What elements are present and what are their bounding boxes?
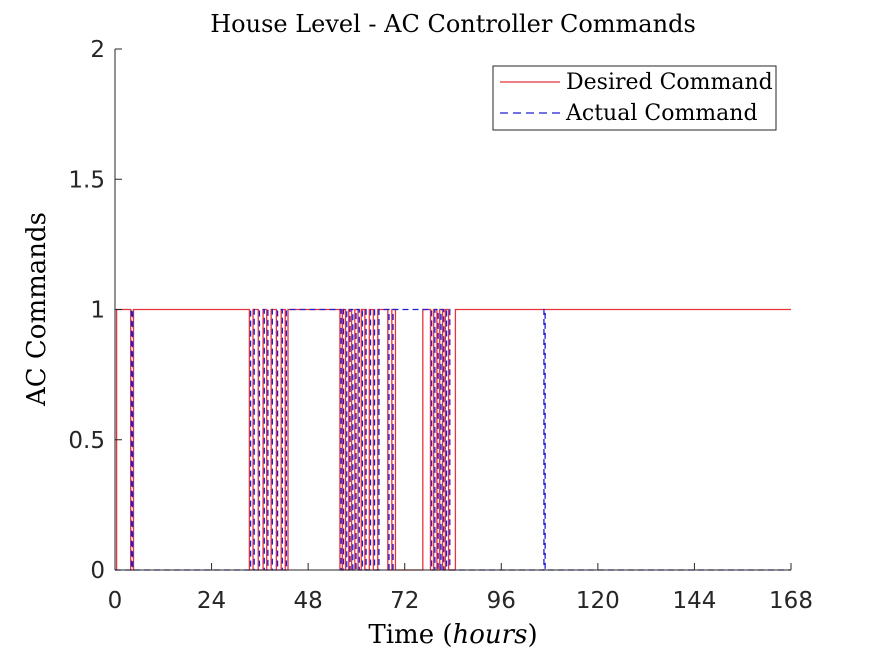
x-tick-label: 24 — [197, 588, 226, 614]
legend: Desired Command Actual Command — [492, 65, 777, 131]
legend-label-desired: Desired Command — [566, 70, 773, 95]
y-tick-label: 1.5 — [68, 167, 105, 193]
series-line-actual-command — [115, 308, 791, 571]
legend-box — [492, 65, 777, 131]
y-axis-title: AC Commands — [22, 212, 52, 407]
x-tick-label: 72 — [390, 588, 419, 614]
x-axis-label: Time — [368, 620, 434, 650]
y-tick-label: 0.5 — [68, 428, 105, 454]
x-tick-label: 120 — [576, 588, 620, 614]
x-axis-title: Time (hours) — [368, 620, 537, 650]
y-tick-label: 2 — [90, 37, 105, 63]
x-tick-label: 96 — [487, 588, 516, 614]
chart-title: House Level - AC Controller Commands — [210, 10, 696, 38]
y-tick-label: 1 — [90, 298, 105, 324]
x-axis-unit-open: ( — [434, 620, 452, 650]
x-axis-unit: hours — [453, 620, 528, 650]
legend-label-actual: Actual Command — [565, 101, 758, 126]
y-ticks: 0 0.5 1 1.5 2 — [68, 37, 122, 584]
x-tick-label: 0 — [108, 588, 123, 614]
y-tick-label: 0 — [90, 558, 105, 584]
x-tick-label: 48 — [294, 588, 323, 614]
x-tick-label: 168 — [769, 588, 813, 614]
x-tick-label: 144 — [672, 588, 716, 614]
x-ticks: 0 24 48 72 96 120 144 168 — [108, 563, 813, 614]
x-axis-unit-close: ) — [527, 620, 537, 650]
